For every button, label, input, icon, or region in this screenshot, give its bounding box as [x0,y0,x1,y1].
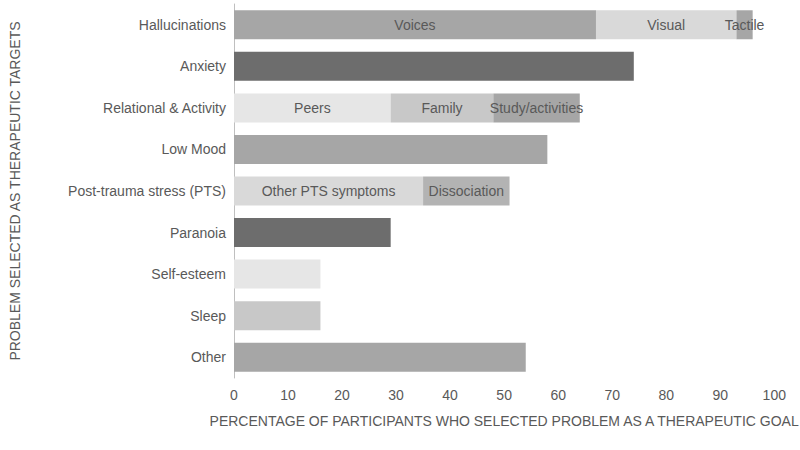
svg-text:Anxiety: Anxiety [180,58,226,74]
svg-text:Other: Other [191,349,226,365]
svg-text:Tactile: Tactile [725,17,765,33]
svg-text:0: 0 [230,387,238,403]
svg-text:Paranoia: Paranoia [170,225,226,241]
svg-text:Hallucinations: Hallucinations [139,17,226,33]
svg-text:50: 50 [496,387,512,403]
svg-text:Self-esteem: Self-esteem [151,266,226,282]
svg-text:Low Mood: Low Mood [161,141,226,157]
svg-text:Peers: Peers [294,100,331,116]
svg-text:30: 30 [388,387,404,403]
svg-text:100: 100 [763,387,787,403]
svg-text:PROBLEM SELECTED AS THERAPEUTI: PROBLEM SELECTED AS THERAPEUTIC TARGETS [7,21,23,360]
svg-text:10: 10 [280,387,296,403]
svg-text:20: 20 [334,387,350,403]
svg-text:Post-trauma stress (PTS): Post-trauma stress (PTS) [68,183,226,199]
svg-text:Visual: Visual [647,17,685,33]
svg-text:40: 40 [442,387,458,403]
svg-text:90: 90 [712,387,728,403]
svg-text:Family: Family [421,100,462,116]
svg-text:Relational & Activity: Relational & Activity [103,100,226,116]
svg-text:Voices: Voices [394,17,435,33]
svg-text:70: 70 [604,387,620,403]
svg-text:PERCENTAGE OF PARTICIPANTS WHO: PERCENTAGE OF PARTICIPANTS WHO SELECTED … [210,413,799,429]
svg-text:Study/activities: Study/activities [490,100,583,116]
svg-text:Sleep: Sleep [190,308,226,324]
svg-text:60: 60 [550,387,566,403]
svg-text:Other PTS symptoms: Other PTS symptoms [262,183,396,199]
svg-text:Dissociation: Dissociation [429,183,504,199]
svg-text:80: 80 [658,387,674,403]
